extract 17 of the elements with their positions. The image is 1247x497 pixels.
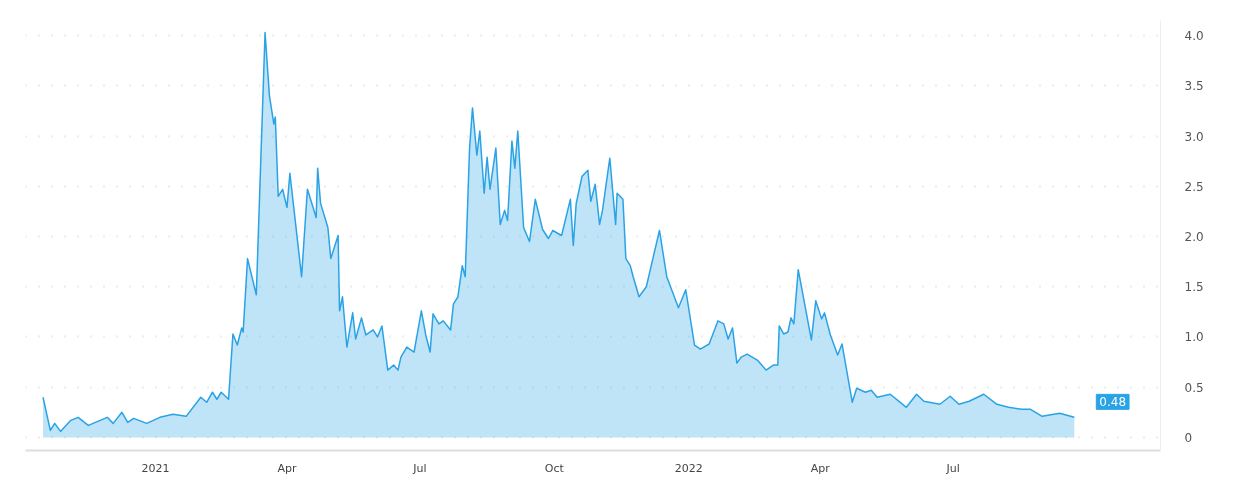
y-tick-label: 4.0	[1184, 29, 1204, 44]
x-tick-label: 2022	[674, 461, 703, 475]
x-tick-label: Jul	[945, 461, 960, 475]
y-tick-label: 1.0	[1184, 330, 1204, 345]
x-tick-label: Oct	[544, 461, 565, 475]
x-tick-label: Jul	[412, 461, 427, 475]
x-tick-label: Apr	[277, 461, 297, 475]
y-tick-label: 2.5	[1184, 179, 1204, 194]
y-tick-label: 0.5	[1184, 380, 1204, 395]
x-tick-label: 2021	[141, 461, 170, 475]
annotation: 0.48	[1099, 395, 1127, 410]
y-tick-label: 1.5	[1184, 280, 1204, 295]
y-tick-label: 0	[1184, 430, 1193, 445]
y-tick-label: 3.0	[1184, 129, 1204, 144]
x-tick-label: Apr	[810, 461, 831, 475]
y-tick-label: 2.0	[1184, 230, 1204, 244]
y-tick-label: 3.5	[1184, 79, 1204, 94]
